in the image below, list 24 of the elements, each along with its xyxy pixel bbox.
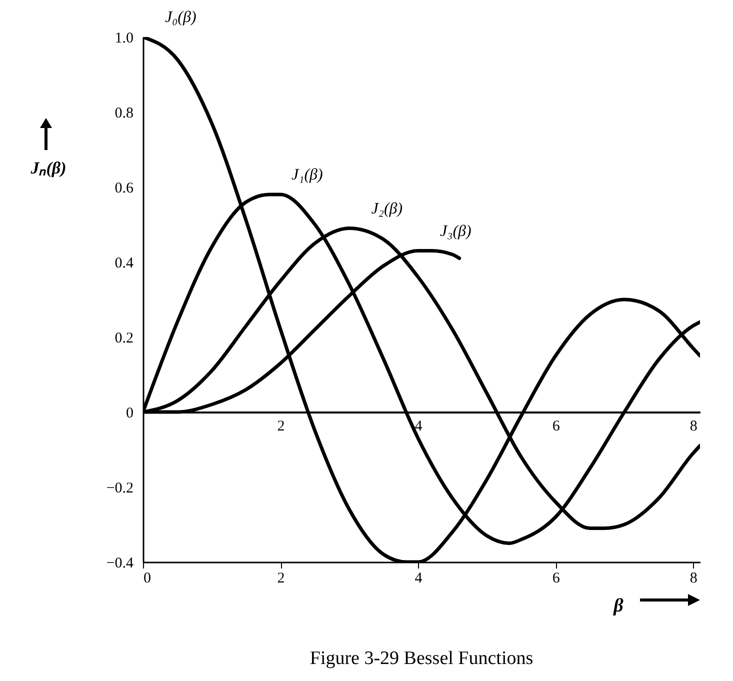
series-label: J₃(β) [440, 222, 472, 240]
text: Figure 3-29 Bessel Functions [310, 648, 534, 669]
y-axis-title: Jₙ(β) [30, 158, 66, 178]
series-label: J₀(β) [165, 9, 196, 26]
x-tick-label: 0 [144, 570, 151, 586]
x-tick-label: 4 [414, 570, 423, 586]
y-tick-label: 0.4 [114, 256, 134, 272]
x2-tick-label: 6 [552, 418, 560, 434]
x-tick-label: 6 [552, 570, 560, 586]
y-tick-label: 0.8 [114, 106, 134, 122]
x2-tick-label: 2 [277, 418, 285, 434]
y-tick-label: −0.4 [106, 556, 134, 572]
x-tick-label: 8 [690, 570, 698, 586]
x2-tick-label: 4 [414, 418, 423, 434]
x-tick-label: 2 [277, 570, 285, 586]
y-tick-label: −0.2 [106, 480, 134, 496]
y-tick-label: 1.0 [114, 30, 134, 46]
y-tick-label: 0.6 [114, 180, 134, 196]
y-tick-label: 0 [126, 406, 134, 422]
series-label: J₂(β) [371, 200, 403, 218]
series-label: J₁(β) [292, 166, 323, 184]
y-tick-label: 0.2 [114, 330, 134, 346]
x-axis-title: β [612, 596, 624, 616]
x2-tick-label: 8 [690, 418, 698, 434]
